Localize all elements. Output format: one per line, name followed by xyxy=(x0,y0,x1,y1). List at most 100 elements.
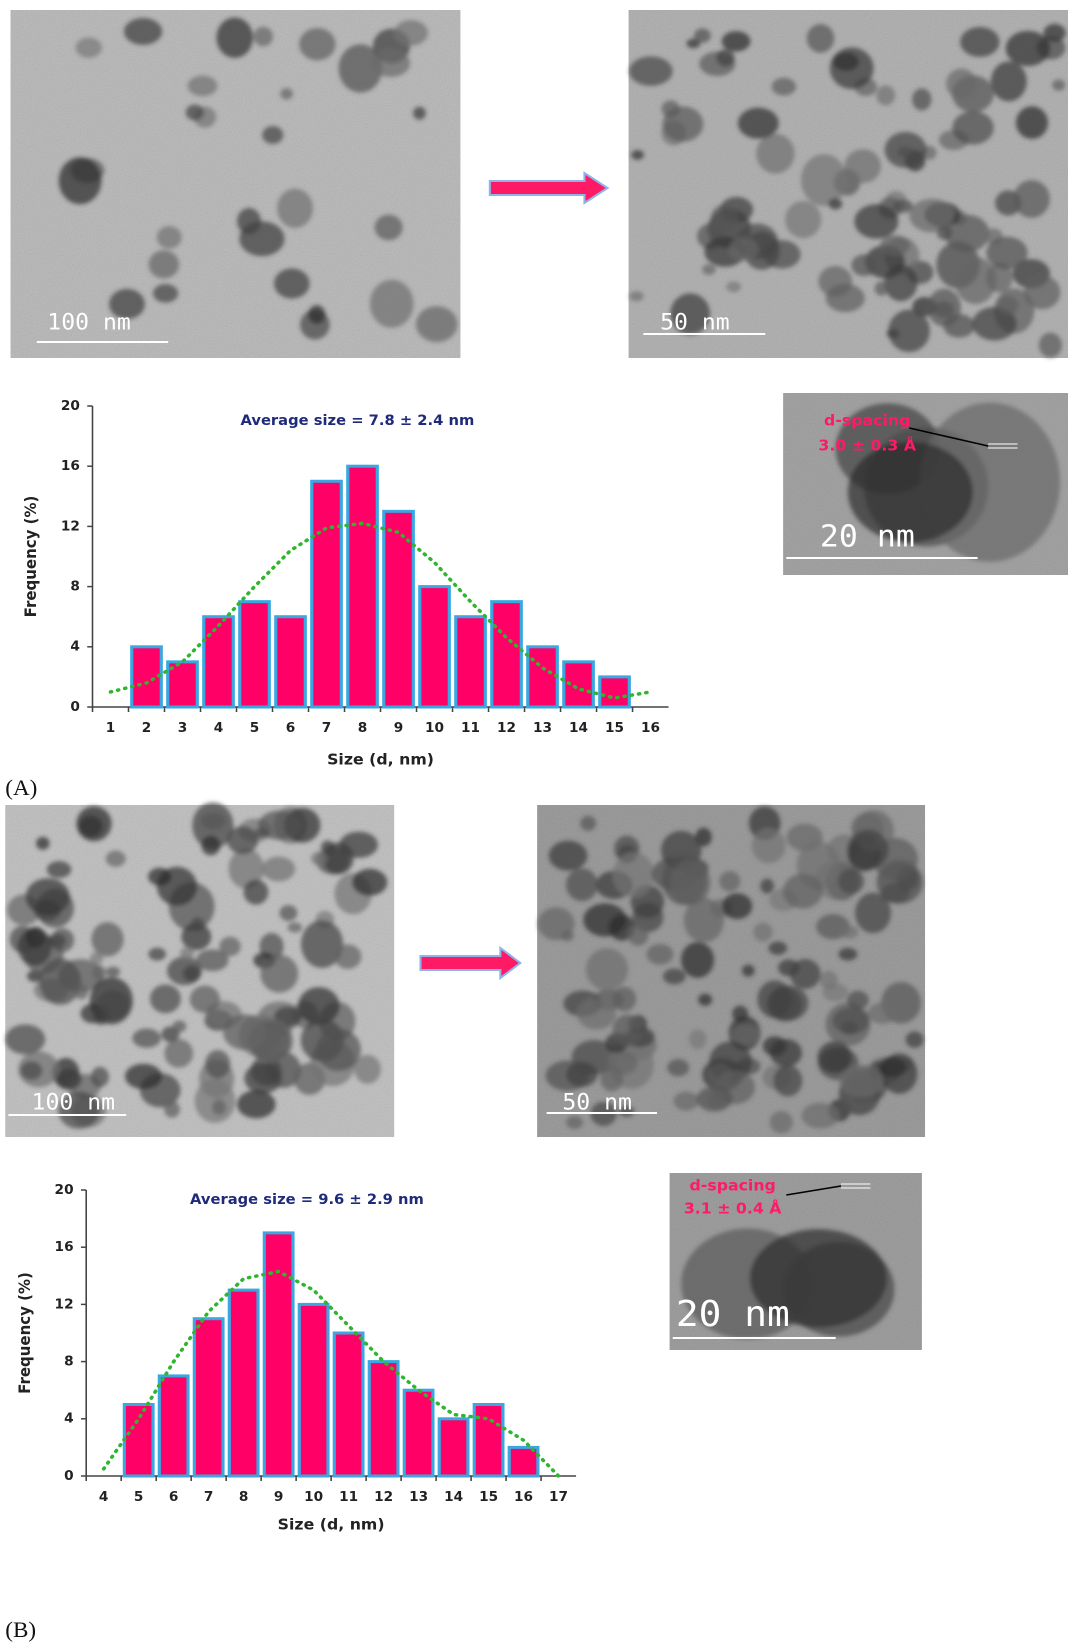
particle xyxy=(726,281,741,292)
particle xyxy=(549,841,587,871)
y-tick-label: 16 xyxy=(55,1240,74,1255)
particle xyxy=(927,289,961,327)
x-tick-label: 10 xyxy=(304,1490,323,1505)
particle xyxy=(629,56,673,85)
particle xyxy=(753,923,772,942)
chart-title: Average size = 9.6 ± 2.9 nm xyxy=(190,1192,424,1208)
x-tick-label: 11 xyxy=(339,1490,358,1505)
particle xyxy=(106,967,120,977)
particle xyxy=(253,27,273,47)
x-tick-label: 5 xyxy=(134,1490,144,1505)
figure: 100 nm50 nm20 nmd-spacing3.0 ± 0.3 Å100 … xyxy=(0,0,1068,1649)
particle xyxy=(628,925,648,946)
particle xyxy=(986,237,1027,269)
particle xyxy=(39,958,81,1004)
particle xyxy=(629,291,643,301)
x-tick-label: 6 xyxy=(169,1490,179,1505)
particle xyxy=(770,1111,793,1133)
particle xyxy=(912,88,931,110)
bar xyxy=(528,647,558,707)
particle xyxy=(722,893,752,919)
particle xyxy=(239,221,284,256)
particle xyxy=(26,878,70,915)
particle xyxy=(854,204,898,239)
particle xyxy=(334,944,361,969)
particle xyxy=(881,883,909,903)
particle xyxy=(577,997,617,1029)
bar xyxy=(124,1405,153,1477)
particle xyxy=(308,305,325,323)
particle xyxy=(851,254,877,276)
bar xyxy=(264,1233,293,1476)
particle xyxy=(76,38,102,58)
x-tick-label: 13 xyxy=(409,1490,428,1505)
particle xyxy=(188,76,218,97)
particle xyxy=(738,108,779,139)
bar xyxy=(404,1390,433,1476)
particle xyxy=(216,17,253,57)
particle xyxy=(1043,24,1065,42)
particle xyxy=(785,201,821,238)
particle xyxy=(829,198,843,209)
particle xyxy=(370,280,414,328)
particle xyxy=(906,1032,924,1048)
particle xyxy=(561,931,574,942)
particle xyxy=(36,837,50,850)
particle xyxy=(237,1090,276,1118)
particle xyxy=(600,1066,623,1091)
tem-image: 20 nmd-spacing3.0 ± 0.3 Å xyxy=(783,393,1068,575)
bar xyxy=(276,617,306,707)
bar xyxy=(600,677,630,707)
particle xyxy=(180,947,194,959)
particle xyxy=(172,1020,186,1032)
particle xyxy=(801,154,847,206)
particle xyxy=(694,29,711,43)
x-tick-label: 16 xyxy=(641,721,660,736)
y-tick-label: 12 xyxy=(55,1298,74,1313)
particle xyxy=(279,905,297,921)
particle xyxy=(838,868,864,894)
particle xyxy=(583,903,626,936)
x-tick-label: 16 xyxy=(514,1490,533,1505)
particle xyxy=(937,226,952,240)
scale-bar-label: 50 nm xyxy=(562,1090,632,1115)
particle xyxy=(93,1007,109,1025)
particle xyxy=(880,235,910,256)
particle xyxy=(888,310,930,352)
x-tick-label: 8 xyxy=(358,721,368,736)
particle xyxy=(51,928,74,952)
x-tick-label: 15 xyxy=(605,721,624,736)
particle xyxy=(647,944,674,965)
particle xyxy=(826,284,865,312)
particle xyxy=(631,150,644,160)
page: {"chart_data": [ {"type": "bar", "title"… xyxy=(0,0,1068,1649)
y-tick-label: 8 xyxy=(64,1355,74,1370)
bar xyxy=(312,481,342,707)
particle xyxy=(91,1067,109,1087)
particle xyxy=(752,828,786,863)
particle xyxy=(702,264,716,275)
particle xyxy=(56,1069,81,1090)
particle xyxy=(847,830,888,870)
x-axis-title: Size (d, nm) xyxy=(278,1516,385,1534)
particle xyxy=(26,927,46,948)
annotation: 3.0 ± 0.3 Å xyxy=(818,435,916,454)
y-tick-label: 0 xyxy=(70,700,80,715)
x-tick-label: 9 xyxy=(274,1490,284,1505)
particle xyxy=(820,971,838,989)
particle xyxy=(689,1029,706,1049)
particle xyxy=(841,1021,857,1034)
particle xyxy=(612,1015,642,1047)
particle xyxy=(274,268,310,298)
particle xyxy=(772,78,797,96)
particle xyxy=(722,31,751,51)
arrow xyxy=(490,173,608,203)
particle xyxy=(277,189,313,228)
particle xyxy=(729,237,758,261)
y-tick-label: 4 xyxy=(70,640,80,655)
particle xyxy=(663,106,704,141)
panel-label: (A) xyxy=(5,776,37,800)
particle xyxy=(352,869,387,896)
particle xyxy=(394,20,428,46)
tem-image: 50 nm xyxy=(537,805,925,1137)
